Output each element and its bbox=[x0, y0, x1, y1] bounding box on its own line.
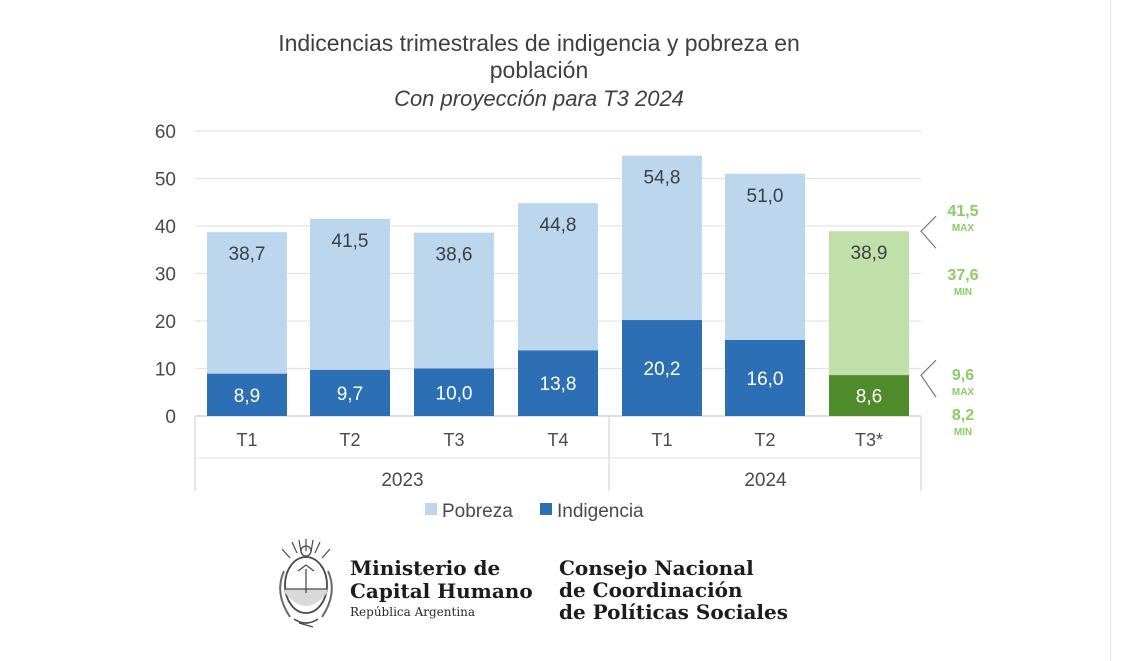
y-tick-label: 0 bbox=[165, 407, 176, 428]
bar-indigencia bbox=[207, 373, 287, 416]
data-label-pobreza: 54,8 bbox=[644, 168, 681, 189]
bar-indigencia bbox=[518, 350, 598, 416]
data-label-pobreza: 38,7 bbox=[229, 244, 266, 265]
right-edge-divider bbox=[1110, 0, 1111, 661]
data-label-indigencia: 9,7 bbox=[337, 384, 363, 405]
data-label-indigencia: 13,8 bbox=[540, 374, 577, 395]
x-tick-label: T1 bbox=[236, 430, 257, 450]
x-tick-label: T2 bbox=[754, 430, 775, 450]
year-label: 2024 bbox=[744, 470, 787, 491]
y-tick-label: 40 bbox=[155, 217, 176, 238]
pobreza-min-value: 37,6 bbox=[947, 267, 978, 284]
projection-range: 41,5 MAX 37,6 MIN 9,6 MAX 8,2 MIN bbox=[920, 203, 979, 438]
chart-subtitle: Con proyección para T3 2024 bbox=[394, 86, 684, 111]
bar-indigencia bbox=[829, 375, 909, 416]
council-name-line-2: de Coordinación bbox=[559, 578, 743, 602]
indigencia-max-tag: MAX bbox=[952, 387, 975, 398]
indigencia-min-tag: MIN bbox=[954, 427, 972, 438]
y-tick-label: 10 bbox=[155, 360, 176, 381]
legend-label-indigencia: Indigencia bbox=[557, 501, 644, 522]
indigencia-max-value: 9,6 bbox=[952, 367, 974, 384]
range-bracket bbox=[920, 359, 937, 398]
coat-of-arms-icon bbox=[279, 539, 333, 628]
y-tick-label: 30 bbox=[155, 265, 176, 286]
legend-label-pobreza: Pobreza bbox=[442, 501, 513, 522]
data-label-indigencia: 8,9 bbox=[234, 386, 260, 407]
data-label-pobreza: 44,8 bbox=[540, 215, 577, 236]
data-label-pobreza: 51,0 bbox=[747, 186, 784, 207]
ministry-name-line-1: Ministerio de bbox=[350, 556, 500, 580]
data-label-indigencia: 20,2 bbox=[644, 359, 681, 380]
indigencia-min-value: 8,2 bbox=[952, 407, 974, 424]
data-label-pobreza: 38,9 bbox=[851, 243, 888, 264]
chart-title-line-1: Indicencias trimestrales de indigencia y… bbox=[278, 30, 800, 56]
bar-indigencia bbox=[310, 369, 390, 416]
bar-indigencia bbox=[725, 340, 805, 416]
x-tick-label: T1 bbox=[651, 430, 672, 450]
y-tick-label: 60 bbox=[155, 122, 176, 143]
legend: Pobreza Indigencia bbox=[425, 501, 644, 522]
ministry-name-line-2: Capital Humano bbox=[350, 579, 533, 603]
data-label-indigencia: 8,6 bbox=[856, 387, 882, 408]
y-tick-label: 50 bbox=[155, 170, 176, 191]
pobreza-max-value: 41,5 bbox=[947, 203, 978, 220]
bar-indigencia bbox=[622, 320, 702, 416]
bar-indigencia bbox=[414, 368, 494, 416]
data-label-pobreza: 38,6 bbox=[436, 245, 473, 266]
x-tick-label: T2 bbox=[339, 430, 360, 450]
pobreza-min-tag: MIN bbox=[954, 287, 972, 298]
chart-title-line-2: población bbox=[490, 57, 588, 83]
legend-swatch-pobreza bbox=[425, 503, 437, 515]
y-tick-label: 20 bbox=[155, 312, 176, 333]
bars: 38,7 8,9 41,5 9,7 38,6 10,0 44,8 13,8 54,8 20,2 51… bbox=[207, 155, 909, 416]
range-bracket bbox=[920, 215, 937, 249]
x-tick-label: T4 bbox=[547, 430, 568, 450]
data-label-indigencia: 16,0 bbox=[747, 369, 784, 390]
data-label-pobreza: 41,5 bbox=[332, 231, 369, 252]
y-axis: 0 10 20 30 40 50 60 bbox=[155, 122, 176, 428]
council-name-line-1: Consejo Nacional bbox=[559, 556, 754, 580]
pobreza-max-tag: MAX bbox=[952, 223, 975, 234]
x-axis: T1 T2 T3 T4 T1 T2 T3* 2023 2024 bbox=[194, 416, 922, 491]
ministry-subtitle: República Argentina bbox=[350, 605, 475, 619]
council-name-line-3: de Políticas Sociales bbox=[559, 600, 788, 624]
x-tick-label: T3 bbox=[443, 430, 464, 450]
x-tick-label: T3* bbox=[855, 430, 883, 450]
data-label-indigencia: 10,0 bbox=[436, 383, 473, 404]
legend-swatch-indigencia bbox=[540, 503, 552, 515]
year-label: 2023 bbox=[381, 470, 423, 491]
